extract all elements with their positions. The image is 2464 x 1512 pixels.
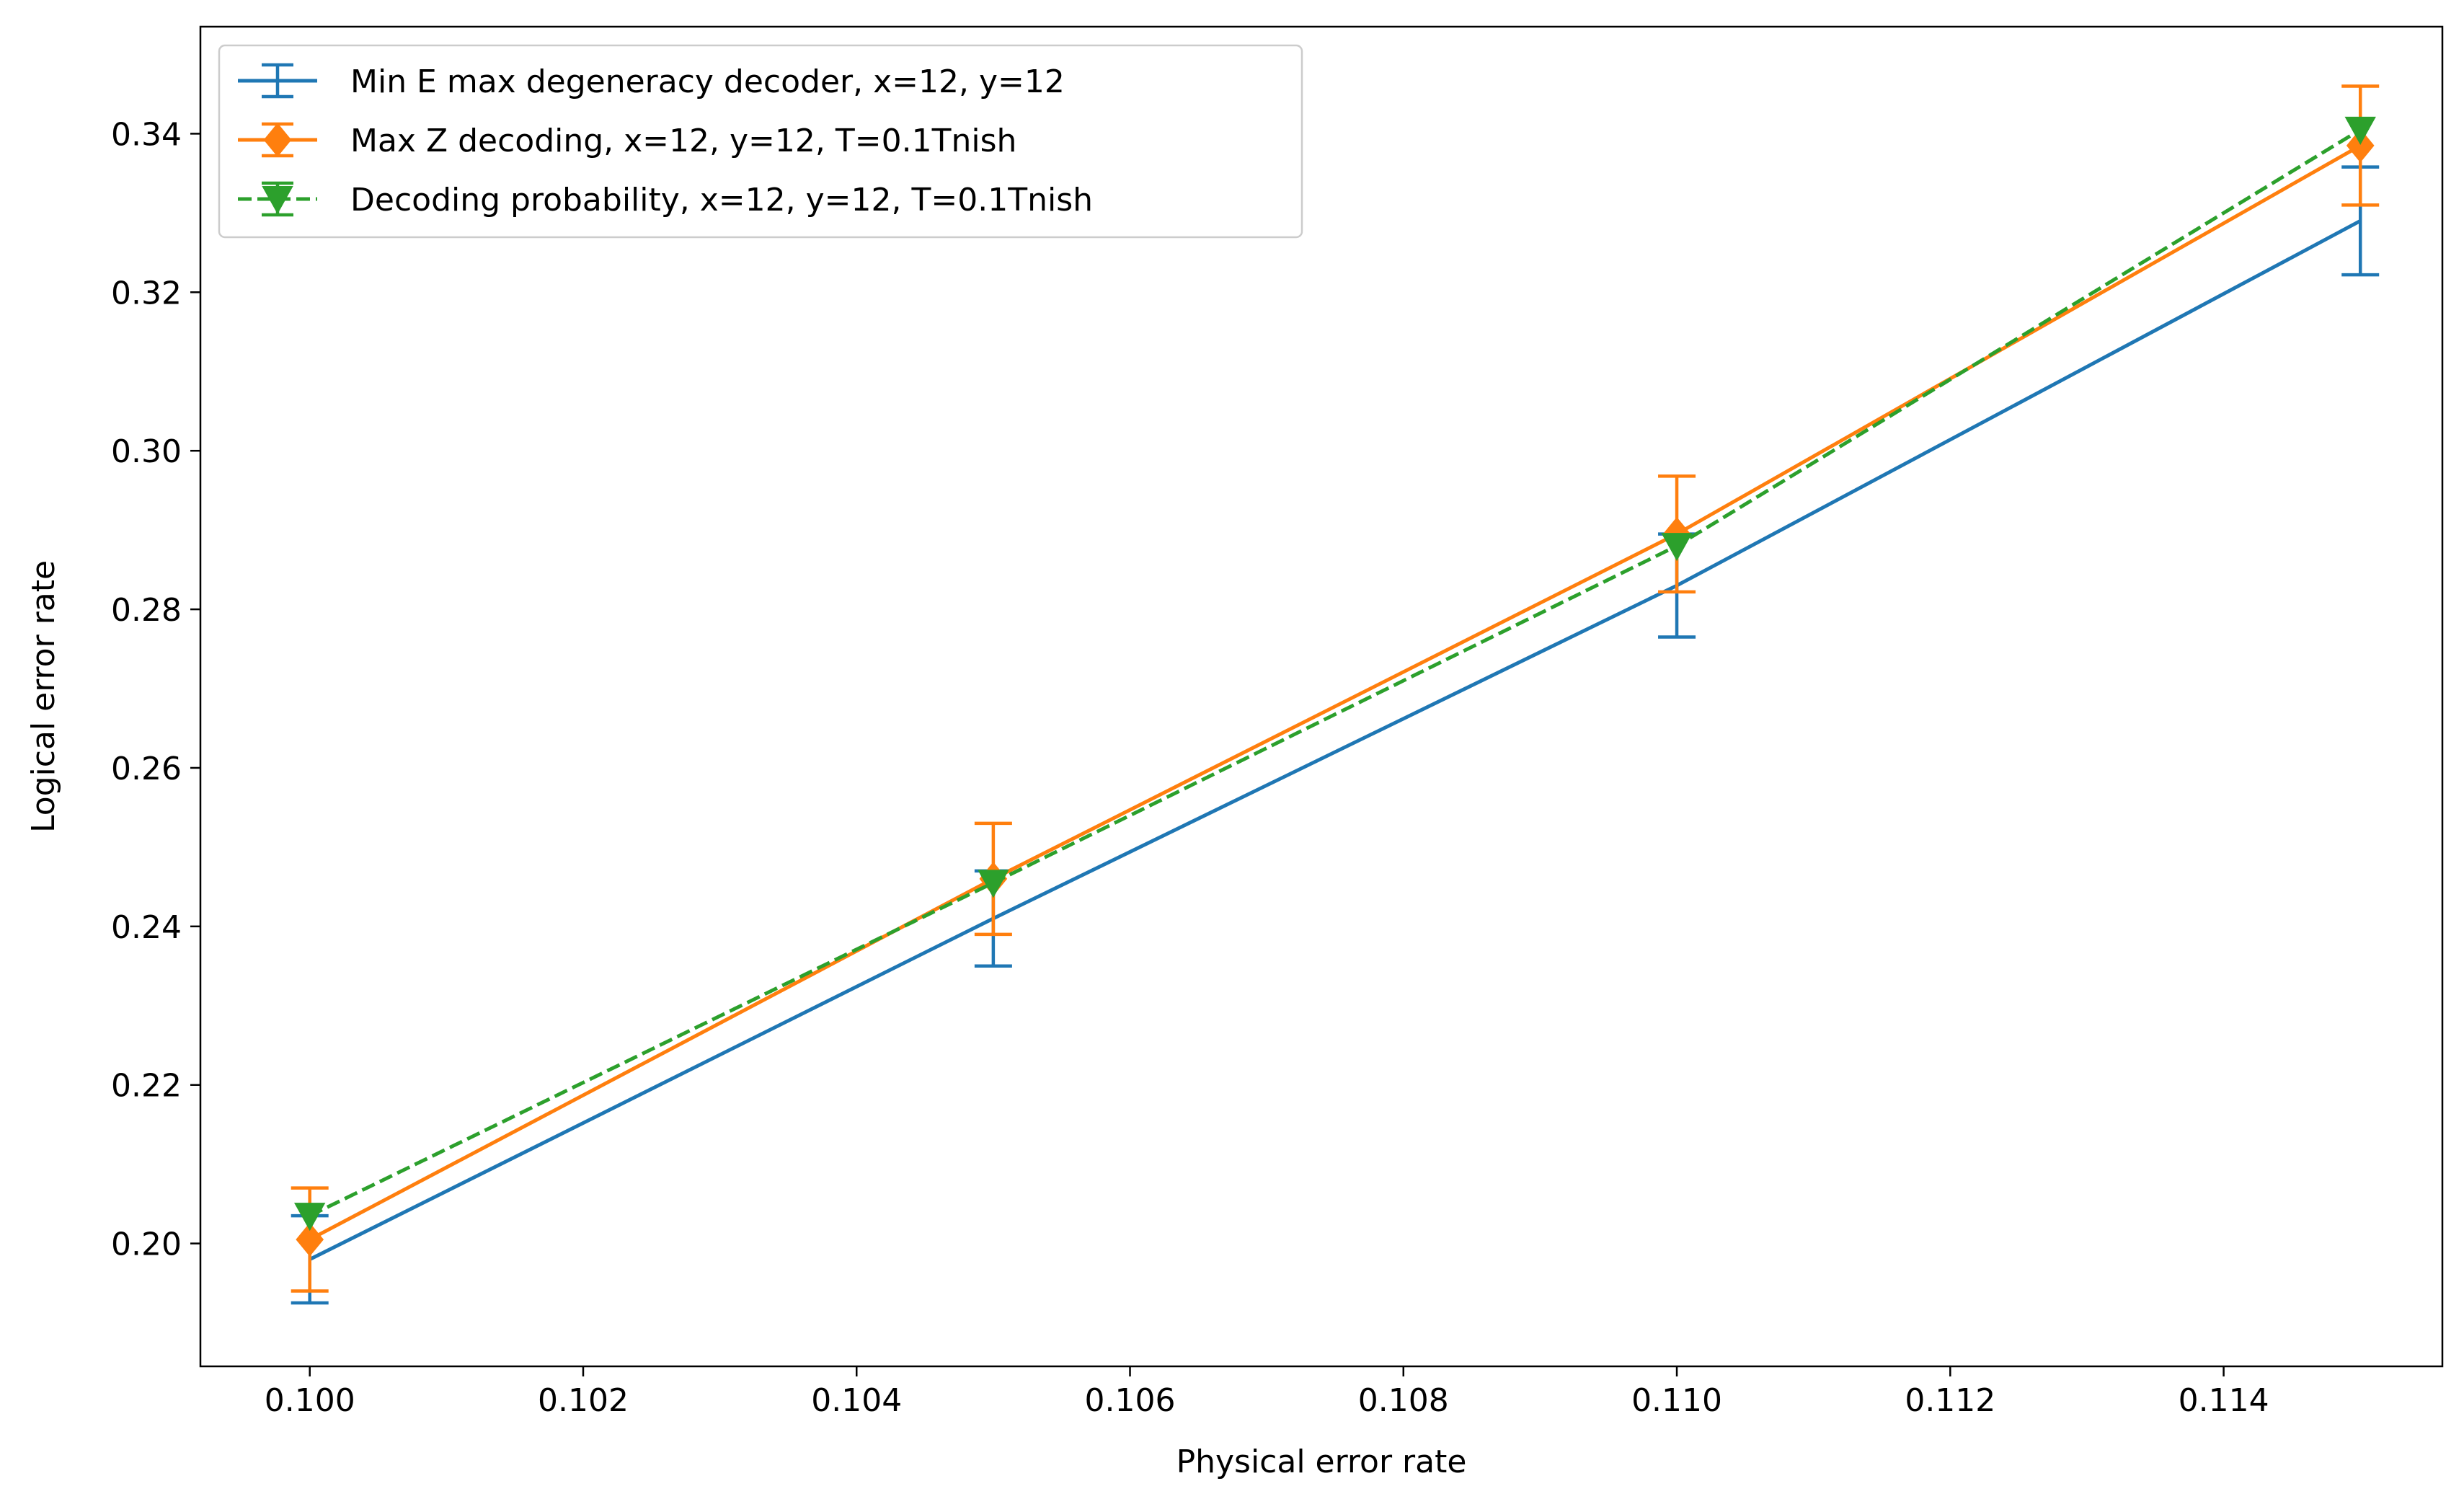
series-line [309,143,2362,1242]
triangle-down-marker [262,186,293,215]
triangle-down-marker [978,870,1009,898]
x-tick-label: 0.112 [1905,1382,1995,1419]
diamond-marker [296,1222,324,1257]
x-tick-label: 0.100 [265,1382,355,1419]
triangle-down-marker [2344,116,2376,145]
diamond-marker [263,123,292,157]
legend: Min E max degeneracy decoder, x=12, y=12… [218,44,1303,239]
y-tick-label: 0.28 [111,592,182,629]
x-axis: 0.100 0.102 0.104 0.106 0.108 0.110 0.112 0.114 [265,1366,2269,1419]
series-line [309,128,2362,1218]
y-tick-label: 0.34 [111,116,182,153]
x-tick-label: 0.108 [1358,1382,1449,1419]
plot-frame [199,25,2444,1368]
legend-label: Min E max degeneracy decoder, x=12, y=12 [350,63,1065,100]
series-layer [291,84,2380,1305]
triangle-down-marker [1661,533,1693,562]
plot-area [200,27,2442,1366]
x-axis-label: Physical error rate [1176,1444,1467,1480]
y-tick-label: 0.26 [111,751,182,787]
x-tick-label: 0.104 [811,1382,902,1419]
legend-entries: Min E max degeneracy decoder, x=12, y=12… [238,63,1093,218]
triangle-down-marker [294,1203,326,1232]
y-axis: 0.20 0.22 0.24 0.26 0.28 0.30 0.32 0.34 [111,116,200,1263]
y-axis-label: Logical error rate [25,560,62,833]
x-tick-label: 0.114 [2179,1382,2269,1419]
y-tick-label: 0.20 [111,1226,182,1263]
diamond-marker [2346,128,2375,163]
y-tick-label: 0.30 [111,433,182,470]
y-tick-label: 0.32 [111,275,182,311]
series-group [294,116,2376,1232]
y-tick-label: 0.22 [111,1068,182,1105]
x-tick-label: 0.102 [538,1382,629,1419]
legend-label: Max Z decoding, x=12, y=12, T=0.1Tnish [350,123,1016,159]
x-tick-label: 0.110 [1631,1382,1722,1419]
legend-label: Decoding probability, x=12, y=12, T=0.1T… [350,182,1093,218]
legend-frame [218,44,1303,239]
x-tick-label: 0.106 [1085,1382,1176,1419]
y-tick-label: 0.24 [111,909,182,946]
series-line [309,219,2362,1261]
